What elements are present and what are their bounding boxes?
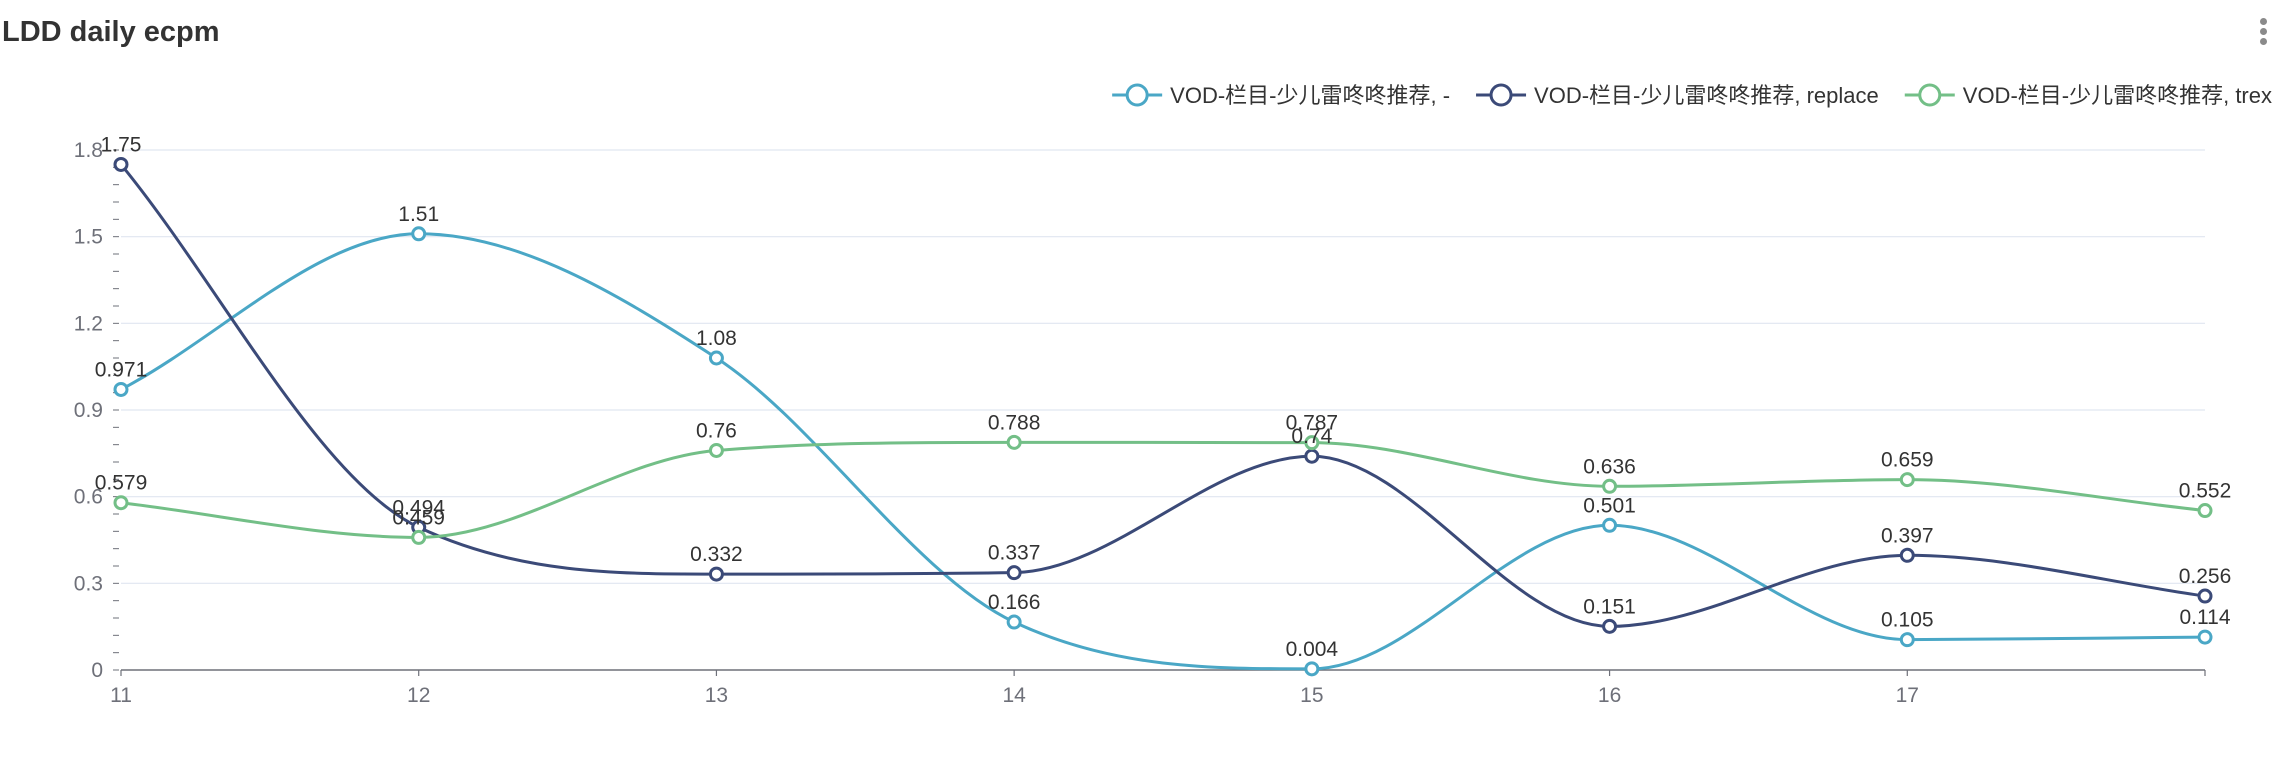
data-points bbox=[113, 156, 2213, 677]
data-point bbox=[1899, 547, 1915, 563]
data-label: 0.787 bbox=[1286, 412, 1339, 435]
data-point bbox=[1899, 472, 1915, 488]
axes: 0 0.3 0.6 0.9 1.2 1.5 1.8 11 12 13 14 15 16 17 bbox=[74, 139, 2206, 707]
data-point bbox=[2197, 629, 2213, 645]
data-label: 0.552 bbox=[2179, 480, 2232, 503]
data-point bbox=[708, 350, 724, 366]
x-tick-label: 11 bbox=[110, 684, 132, 707]
y-tick-label: 1.5 bbox=[74, 226, 103, 249]
legend-item-1[interactable]: VOD-栏目-少儿雷咚咚推荐, replace bbox=[1476, 83, 1879, 108]
y-tick-label: 0 bbox=[91, 659, 103, 682]
data-label: 0.166 bbox=[988, 591, 1041, 614]
data-label: 0.971 bbox=[95, 358, 148, 381]
data-label: 0.76 bbox=[696, 419, 737, 442]
data-label: 0.114 bbox=[2180, 606, 2231, 629]
series-line-2 bbox=[120, 440, 2206, 539]
legend-label: VOD-栏目-少儿雷咚咚推荐, - bbox=[1170, 83, 1450, 108]
data-point bbox=[1602, 517, 1618, 533]
data-point bbox=[113, 495, 129, 511]
data-label: 0.256 bbox=[2179, 565, 2232, 588]
data-label: 1.75 bbox=[101, 133, 142, 156]
legend-marker bbox=[1489, 83, 1513, 107]
data-label: 0.659 bbox=[1881, 449, 1934, 472]
y-tick-label: 0.9 bbox=[74, 399, 103, 422]
data-label: 1.08 bbox=[696, 327, 737, 350]
data-point bbox=[1304, 435, 1320, 451]
data-point bbox=[411, 529, 427, 545]
data-point bbox=[1899, 632, 1915, 648]
data-point bbox=[1006, 565, 1022, 581]
data-point bbox=[113, 381, 129, 397]
y-tick-label: 0.6 bbox=[74, 486, 103, 509]
legend-marker bbox=[1918, 83, 1942, 107]
data-label: 0.788 bbox=[988, 411, 1041, 434]
data-labels: 0.971 1.51 1.08 0.166 0.004 0.501 0.105 0.114 1.… bbox=[95, 133, 2232, 660]
y-tick-label: 1.2 bbox=[74, 312, 103, 335]
data-label: 0.397 bbox=[1881, 524, 1934, 547]
more-options-icon[interactable] bbox=[2258, 18, 2268, 52]
data-label: 0.337 bbox=[988, 542, 1041, 565]
data-point bbox=[2197, 588, 2213, 604]
y-tick-label: 0.3 bbox=[74, 572, 103, 595]
data-point bbox=[113, 156, 129, 172]
grid-lines bbox=[121, 149, 2205, 584]
data-label: 0.494 bbox=[392, 496, 445, 519]
x-tick-label: 16 bbox=[1598, 684, 1621, 707]
data-label: 0.459 bbox=[392, 506, 445, 529]
data-point bbox=[1006, 434, 1022, 450]
x-tick-label: 14 bbox=[1002, 684, 1026, 707]
legend-marker bbox=[1125, 83, 1149, 107]
data-label: 0.74 bbox=[1291, 425, 1332, 448]
data-point bbox=[1304, 661, 1320, 677]
data-point bbox=[1304, 448, 1320, 464]
data-label: 0.501 bbox=[1583, 494, 1636, 517]
data-point bbox=[708, 566, 724, 582]
x-tick-label: 12 bbox=[407, 684, 430, 707]
x-tick-label: 13 bbox=[705, 684, 728, 707]
data-label: 1.51 bbox=[398, 203, 439, 226]
data-label: 0.004 bbox=[1286, 638, 1339, 661]
legend-item-0[interactable]: VOD-栏目-少儿雷咚咚推荐, - bbox=[1112, 83, 1450, 108]
data-point bbox=[1006, 614, 1022, 630]
data-label: 0.332 bbox=[690, 543, 743, 566]
data-label: 0.579 bbox=[95, 472, 148, 495]
data-label: 0.636 bbox=[1583, 455, 1636, 478]
series-line-0 bbox=[120, 232, 2206, 671]
chart-title: LDD daily ecpm bbox=[2, 16, 220, 48]
data-label: 0.151 bbox=[1583, 595, 1636, 618]
data-label: 0.105 bbox=[1881, 609, 1934, 632]
legend: VOD-栏目-少儿雷咚咚推荐, - VOD-栏目-少儿雷咚咚推荐, replace… bbox=[1112, 83, 2272, 108]
data-point bbox=[1602, 478, 1618, 494]
legend-label: VOD-栏目-少儿雷咚咚推荐, trex bbox=[1963, 83, 2272, 108]
y-tick-label: 1.8 bbox=[74, 139, 103, 162]
legend-label: VOD-栏目-少儿雷咚咚推荐, replace bbox=[1534, 83, 1879, 108]
series-lines bbox=[119, 163, 2206, 671]
data-point bbox=[708, 442, 724, 458]
legend-item-2[interactable]: VOD-栏目-少儿雷咚咚推荐, trex bbox=[1904, 83, 2272, 108]
data-point bbox=[2197, 503, 2213, 519]
data-point bbox=[411, 226, 427, 242]
data-point bbox=[1602, 618, 1618, 634]
x-tick-label: 17 bbox=[1896, 684, 1919, 707]
x-tick-label: 15 bbox=[1300, 684, 1323, 707]
